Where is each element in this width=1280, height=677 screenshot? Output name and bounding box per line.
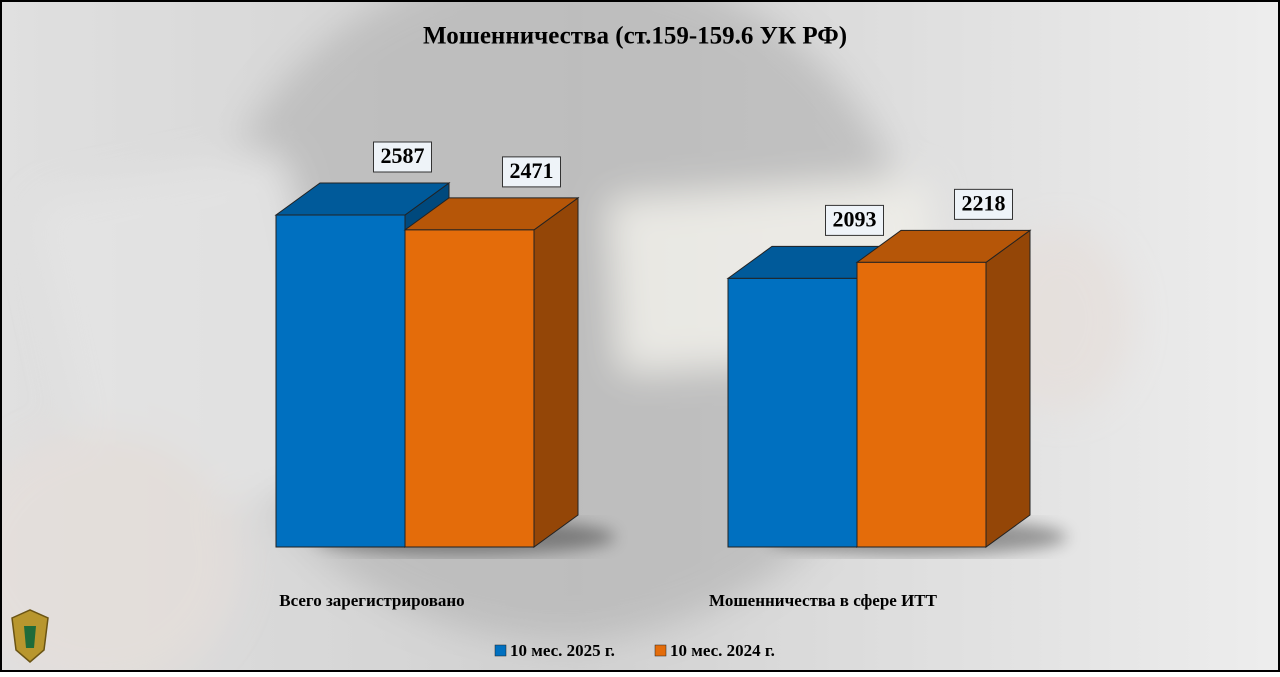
bar-front [275,214,406,548]
chart-title: Мошенничества (ст.159-159.6 УК РФ) [423,23,847,50]
bar-front [856,261,987,548]
legend-swatch [494,644,507,657]
value-label-box [373,141,432,173]
legend-label: 10 мес. 2024 г. [670,641,775,660]
bar [855,229,1032,548]
x-tick-label: Всего зарегистрировано [279,591,464,610]
value-label: 2471 [510,158,554,183]
value-label: 2093 [833,206,877,231]
bar-side [533,196,579,548]
bar-side [985,229,1031,548]
emblem [11,609,49,663]
value-label: 2218 [962,190,1006,215]
bar-front [404,229,535,548]
legend-label: 10 мес. 2025 г. [510,641,615,660]
value-label-box [502,156,561,188]
x-tick-label: Мошенничества в сфере ИТТ [709,591,938,610]
legend-swatch [654,644,667,657]
bar [403,196,580,548]
value-label-box [954,188,1013,220]
value-label: 2587 [381,143,425,168]
bar-front [727,277,858,548]
value-label-box [825,204,884,236]
